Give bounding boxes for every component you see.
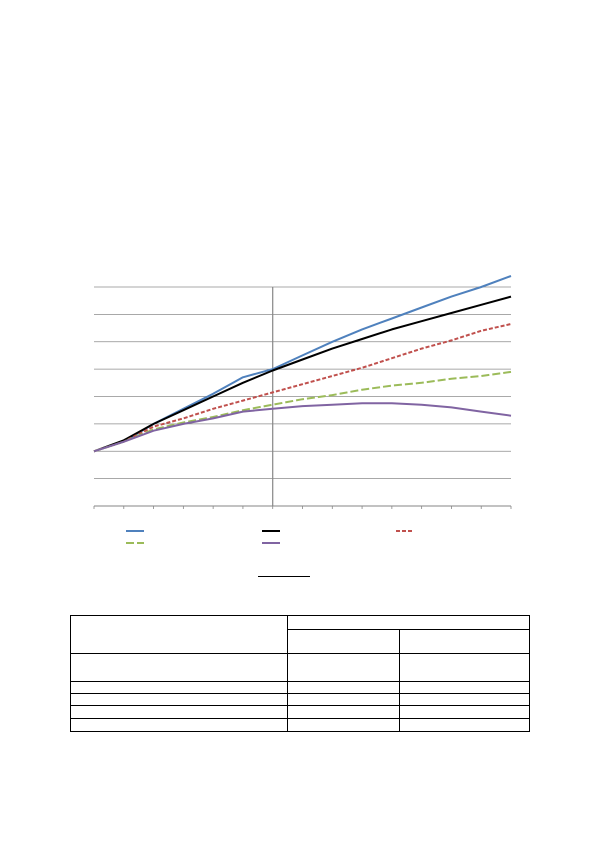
gridlines (94, 286, 511, 480)
table-cell (287, 693, 400, 706)
table-row (70, 693, 530, 706)
axes (93, 287, 512, 509)
table-cell (399, 653, 530, 682)
table-row (70, 653, 530, 682)
table-header-cell (287, 615, 530, 630)
table-cell (287, 718, 400, 732)
table-row (70, 615, 530, 654)
series-line-2 (93, 295, 512, 453)
table-cell (70, 681, 288, 694)
series-line-3 (93, 323, 512, 453)
table-header-cell (399, 629, 530, 654)
short-rule (258, 576, 310, 577)
series-lines (93, 275, 512, 453)
table-cell (399, 705, 530, 719)
line-chart (93, 275, 512, 544)
table-row (70, 705, 530, 719)
table-cell (287, 681, 400, 694)
legend (126, 530, 414, 544)
table-cell (70, 693, 288, 706)
table-cell (70, 705, 288, 719)
table-row (70, 681, 530, 694)
table-row (70, 718, 530, 732)
table-cell (399, 681, 530, 694)
table-cell (399, 693, 530, 706)
table-cell (399, 718, 530, 732)
table-cell (287, 705, 400, 719)
table-cell (70, 653, 288, 682)
series-line-4 (93, 370, 512, 453)
table-cell (287, 653, 400, 682)
table-header-cell (70, 615, 288, 654)
series-line-5 (93, 402, 512, 453)
table-header-cell (287, 629, 400, 654)
table-cell (70, 718, 288, 732)
data-table (70, 615, 530, 732)
